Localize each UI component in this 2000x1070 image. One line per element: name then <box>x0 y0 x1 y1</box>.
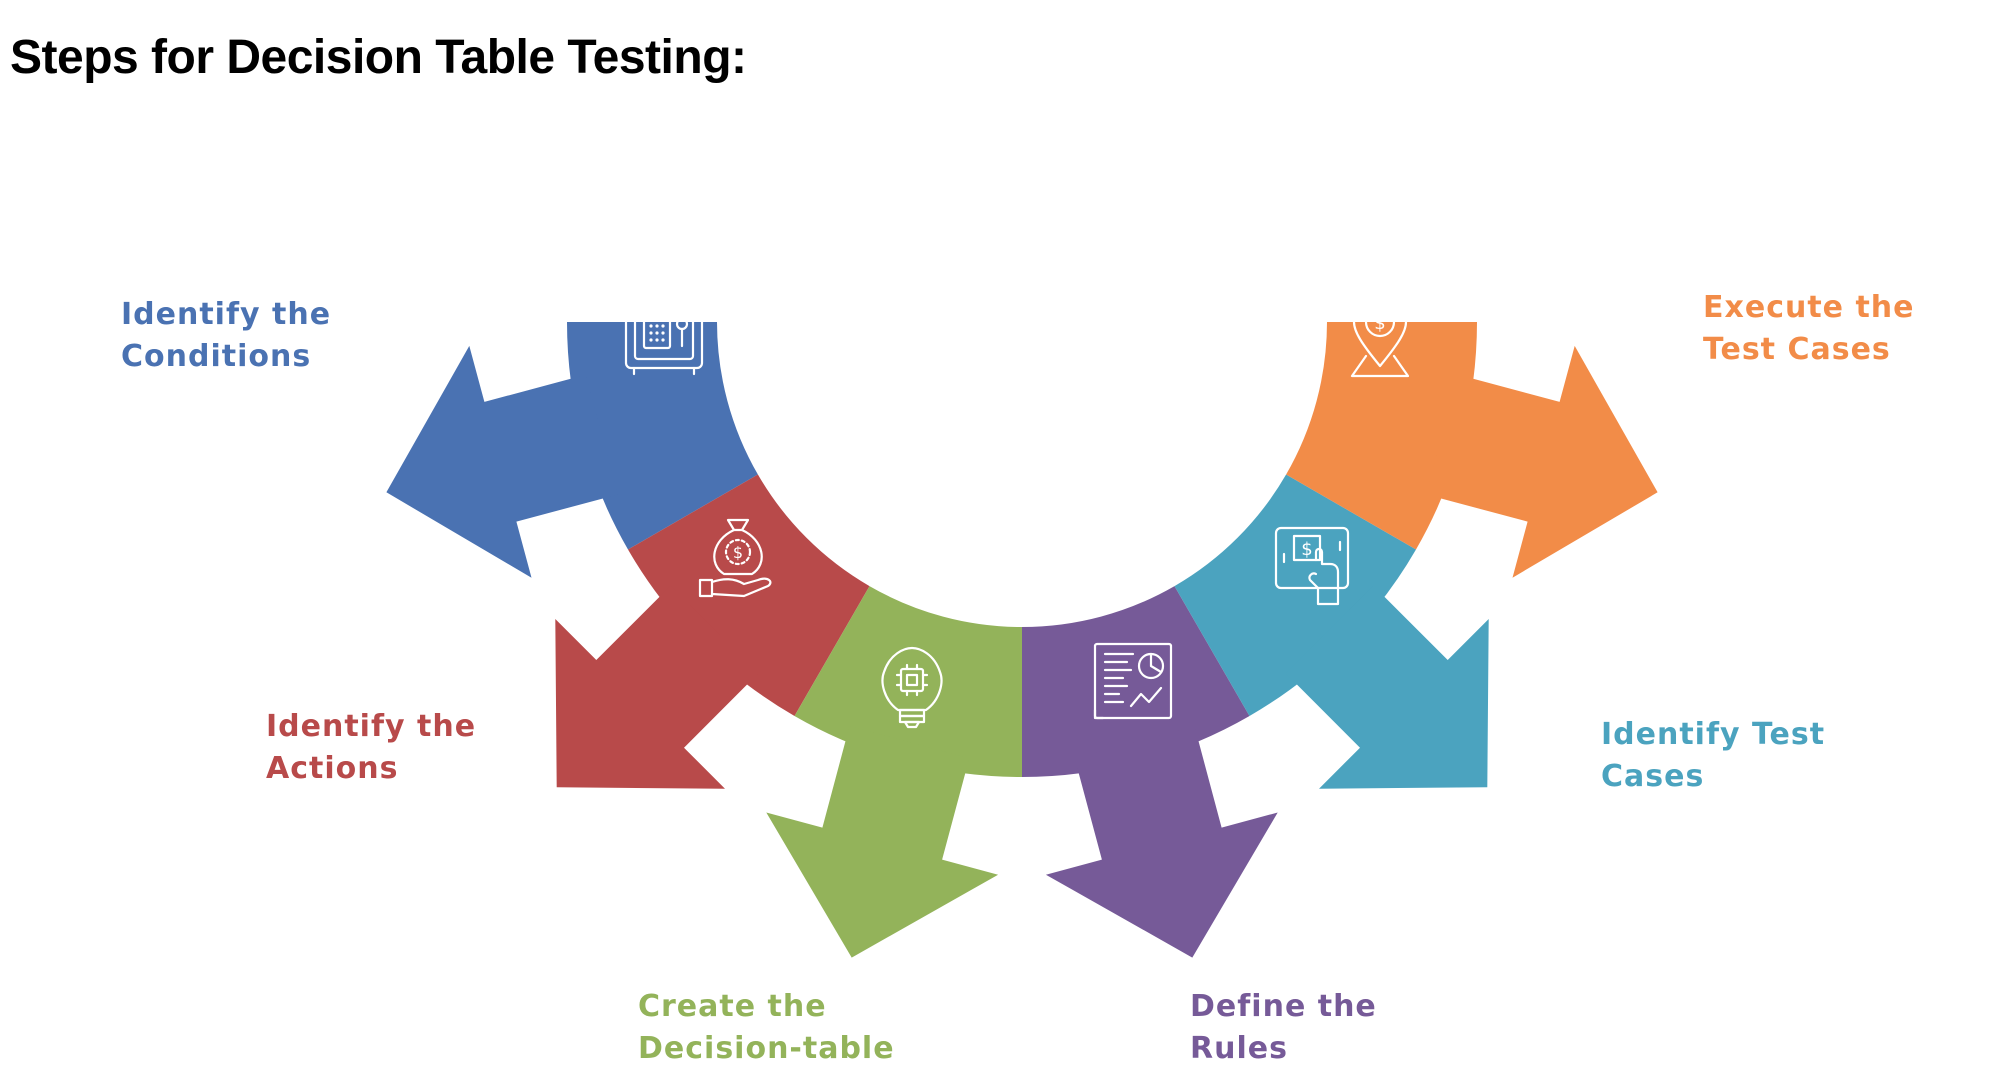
segment-execute-arrow <box>1426 345 1658 578</box>
step-label-identify-test-cases: Identify Test Cases <box>1601 717 1826 794</box>
step-label-actions: Identify the Actions <box>266 709 477 786</box>
segment-conditions-arrow <box>386 345 618 578</box>
report-chart-icon <box>1093 642 1173 720</box>
svg-text:$: $ <box>733 543 743 562</box>
tablet-payment-icon: $ <box>1274 526 1350 606</box>
step-label-rules: Define the Rules <box>1190 989 1377 1066</box>
segment-actions-band <box>628 474 870 716</box>
segment-decision-table-arrow <box>766 726 999 958</box>
safe-icon <box>624 296 704 376</box>
step-label-decision-table: Create the Decision-table <box>638 989 895 1066</box>
segment-identify-test-cases-band <box>1174 474 1416 716</box>
money-bag-hand-icon: $ <box>698 518 772 598</box>
segment-actions-arrow <box>555 585 759 789</box>
page-title: Steps for Decision Table Testing: <box>10 31 747 84</box>
step-label-execute: Execute the Test Cases <box>1703 290 1915 367</box>
svg-text:$: $ <box>1374 313 1385 334</box>
location-dollar-icon: $ <box>1350 294 1410 378</box>
lightbulb-chip-icon <box>881 646 943 729</box>
svg-text:$: $ <box>1301 539 1312 560</box>
step-label-conditions: Identify the Conditions <box>121 297 332 374</box>
segment-rules-arrow <box>1045 726 1278 958</box>
segment-identify-test-cases-arrow <box>1285 585 1489 789</box>
